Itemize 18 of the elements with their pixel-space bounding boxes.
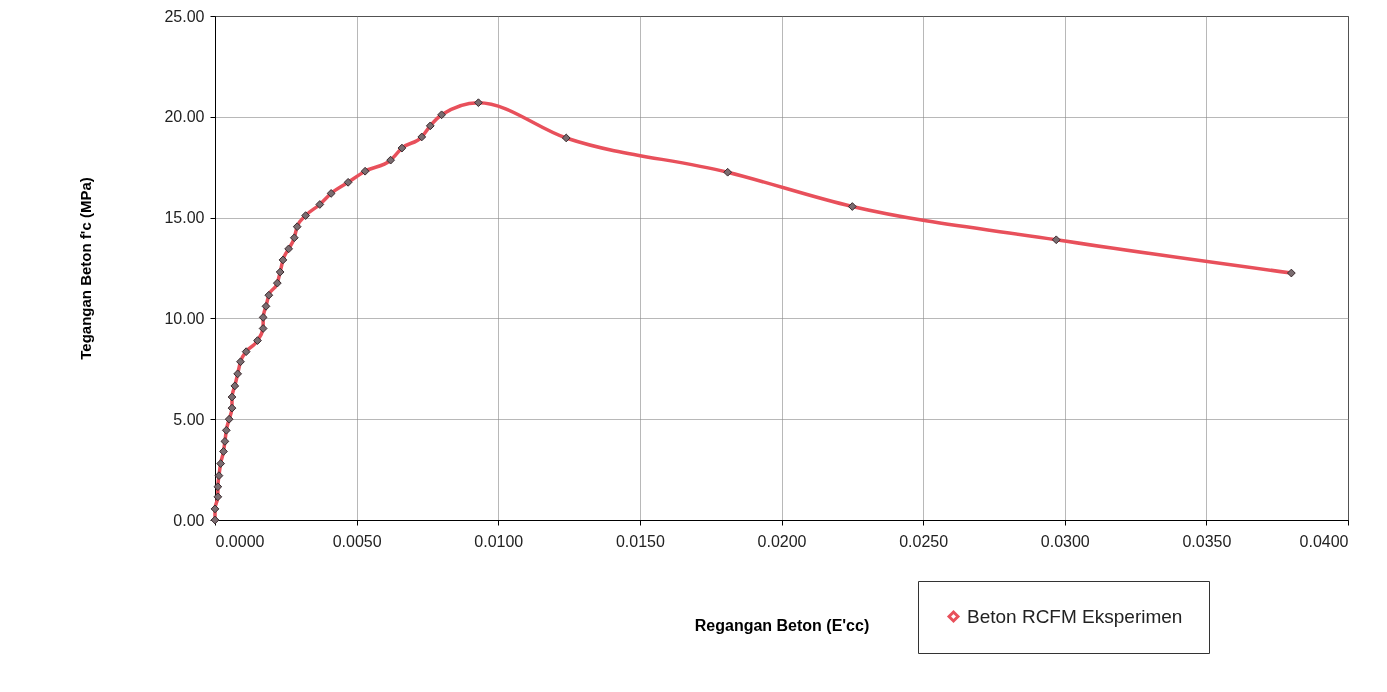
x-tick-label: 0.0150	[615, 532, 665, 550]
x-tick-label: 0.0250	[899, 532, 949, 550]
x-tick-label: 0.0400	[1299, 532, 1349, 550]
x-tick-label: 0.0300	[1040, 532, 1090, 550]
x-tick-label: 0.0000	[215, 532, 265, 550]
x-tick-label: 0.0050	[332, 532, 382, 550]
legend-label: Beton RCFM Eksperimen	[967, 605, 1183, 627]
y-tick-label: 0.00	[173, 511, 205, 529]
y-axis-title: Tegangan Beton f'c (MPa)	[77, 177, 95, 360]
x-tick-label: 0.0100	[474, 532, 524, 550]
y-tick-label: 20.00	[164, 108, 205, 126]
y-tick-label: 5.00	[173, 410, 205, 428]
x-tick-label: 0.0200	[757, 532, 807, 550]
y-tick-label: 15.00	[164, 209, 205, 227]
x-axis-title: Regangan Beton (E'cc)	[694, 616, 870, 634]
x-tick-label: 0.0350	[1182, 532, 1232, 550]
y-tick-label: 25.00	[164, 7, 205, 25]
y-tick-label: 10.00	[164, 309, 205, 327]
